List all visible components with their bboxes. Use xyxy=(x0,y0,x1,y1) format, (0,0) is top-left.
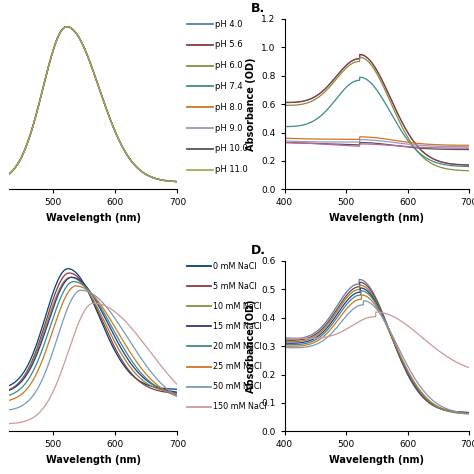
X-axis label: Wavelength (nm): Wavelength (nm) xyxy=(329,213,424,223)
Text: pH 11.0: pH 11.0 xyxy=(215,165,248,174)
X-axis label: Wavelength (nm): Wavelength (nm) xyxy=(329,455,424,465)
Text: pH 10.0: pH 10.0 xyxy=(215,144,248,153)
Text: pH 6.0: pH 6.0 xyxy=(215,61,243,70)
Text: 20 mM NaCl: 20 mM NaCl xyxy=(213,342,262,351)
Text: 25 mM NaCl: 25 mM NaCl xyxy=(213,362,262,371)
X-axis label: Wavelength (nm): Wavelength (nm) xyxy=(46,213,141,223)
Text: pH 7.4: pH 7.4 xyxy=(215,82,243,91)
Text: pH 8.0: pH 8.0 xyxy=(215,103,243,112)
Text: 0 mM NaCl: 0 mM NaCl xyxy=(213,262,257,271)
Text: 15 mM NaCl: 15 mM NaCl xyxy=(213,322,262,331)
Y-axis label: Absorbance (OD): Absorbance (OD) xyxy=(246,300,255,393)
X-axis label: Wavelength (nm): Wavelength (nm) xyxy=(46,455,141,465)
Text: pH 5.6: pH 5.6 xyxy=(215,40,243,49)
Text: 150 mM NaCl: 150 mM NaCl xyxy=(213,402,267,411)
Text: pH 4.0: pH 4.0 xyxy=(215,19,243,28)
Text: 10 mM NaCl: 10 mM NaCl xyxy=(213,302,262,311)
Text: 50 mM NaCl: 50 mM NaCl xyxy=(213,382,262,391)
Text: 5 mM NaCl: 5 mM NaCl xyxy=(213,282,257,291)
Text: D.: D. xyxy=(251,244,266,257)
Text: B.: B. xyxy=(251,2,265,15)
Y-axis label: Absorbance (OD): Absorbance (OD) xyxy=(246,57,255,151)
Text: pH 9.0: pH 9.0 xyxy=(215,124,243,133)
